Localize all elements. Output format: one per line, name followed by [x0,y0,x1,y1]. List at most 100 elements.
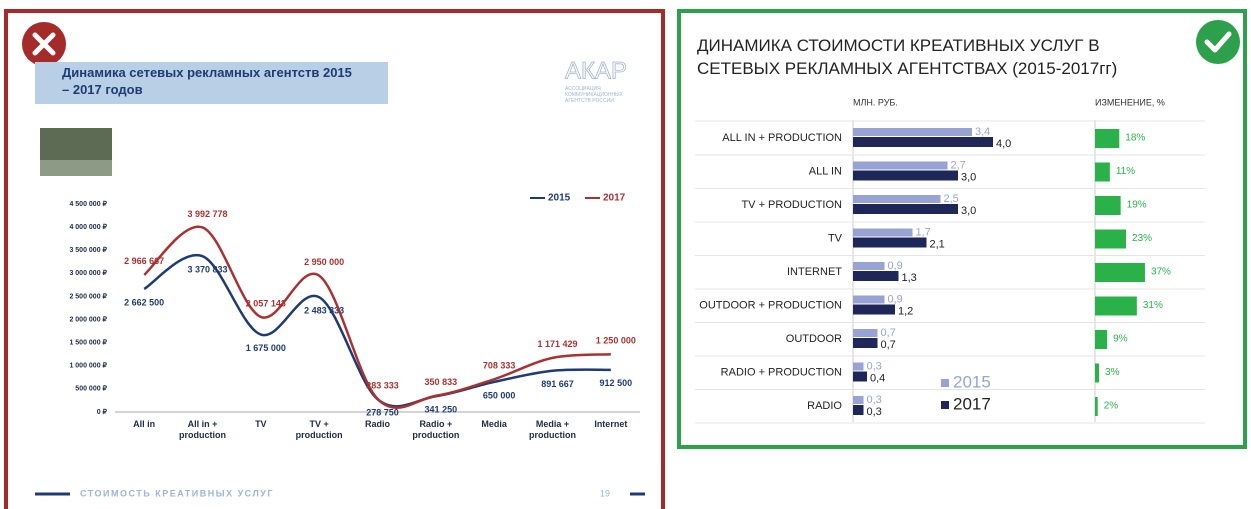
category-label: INTERNET [787,266,842,278]
data-label: 2 662 500 [124,297,164,307]
bar [853,304,895,315]
data-label: 1,7 [916,226,931,238]
legend-label: 2017 [603,193,626,204]
y-tick-label: 0 ₽ [97,408,108,416]
category-label: ALL IN [809,165,842,177]
bar [853,204,958,214]
logo: АКАР [565,57,627,84]
change-bar [1095,330,1108,349]
bar [853,371,867,382]
data-label: 1 675 000 [246,343,286,353]
bar [853,405,864,415]
data-label: 1,3 [902,272,917,284]
bar [853,362,864,371]
data-label: 283 333 [366,380,399,390]
data-label: 4,0 [996,138,1011,150]
legend-label: 2015 [953,372,991,391]
check-icon [1196,20,1240,64]
bar [853,329,878,337]
bar [853,237,927,248]
x-tick-label: All in + production [179,419,226,440]
data-label: 1,2 [898,305,913,317]
data-label: 2 057 143 [246,298,286,308]
data-label: 0,7 [881,327,896,339]
line [143,253,611,408]
change-label: 23% [1132,233,1152,244]
bar [853,228,913,237]
y-tick-label: 4 500 000 ₽ [69,200,107,208]
good-example-frame [677,9,1247,449]
y-tick-label: 2 500 000 ₽ [69,292,107,300]
data-label: 650 000 [483,390,516,400]
data-label: 708 333 [483,361,516,371]
column-header: ИЗМЕНЕНИЕ, % [1095,97,1165,107]
data-label: 3,4 [975,126,990,138]
x-tick-label: Media + production [529,419,576,440]
data-label: 891 667 [541,379,574,389]
category-label: TV + PRODUCTION [741,199,842,211]
data-label: 2,1 [930,238,945,250]
bar [853,161,948,170]
data-label: 3,0 [961,205,976,217]
bar [853,396,864,404]
category-label: OUTDOOR + PRODUCTION [699,299,842,311]
data-label: 2 950 000 [304,257,344,267]
x-tick-label: All in [133,419,156,429]
change-label: 9% [1113,334,1128,345]
category-label: ALL IN + PRODUCTION [722,132,842,144]
legend-swatch [941,379,949,387]
title-band [35,62,388,104]
data-label: 350 833 [425,377,458,387]
category-label: OUTDOOR [786,333,842,345]
footer: СТОИМОСТЬ КРЕАТИВНЫХ УСЛУГ [80,488,274,498]
cross-mark [32,32,56,56]
bar [853,295,885,304]
data-label: 0,9 [888,293,903,305]
legend-label: 2015 [548,193,571,204]
data-label: 0,3 [867,406,882,418]
data-label: 0,7 [881,339,896,351]
data-label: 2,5 [944,193,959,205]
y-tick-label: 4 000 000 ₽ [69,223,107,231]
bar [853,128,972,136]
change-bar [1095,196,1121,215]
change-label: 31% [1143,300,1163,311]
data-label: 2 966 667 [124,256,164,266]
right-title: ДИНАМИКА СТОИМОСТИ КРЕАТИВНЫХ УСЛУГ В СЕ… [697,36,1118,78]
change-label: 37% [1151,267,1171,278]
bar [853,170,958,181]
change-label: 18% [1125,133,1145,144]
change-label: 11% [1116,166,1135,177]
data-label: 2,7 [951,159,966,171]
bar [853,271,899,281]
change-label: 2% [1104,401,1119,412]
legend-label: 2017 [953,394,991,413]
y-tick-label: 3 000 000 ₽ [69,269,107,277]
check-mark [1204,31,1232,53]
data-label: 0,9 [888,260,903,272]
x-tick-label: Media [481,419,507,429]
bad-example-frame [4,9,665,509]
change-bar [1095,296,1137,316]
category-label: RADIO [807,400,842,412]
change-bar [1095,263,1145,282]
data-label: 3 370 833 [187,265,227,275]
y-tick-label: 1 500 000 ₽ [69,339,107,347]
change-bar [1095,397,1098,416]
photo-ground [40,160,112,176]
data-label: 0,3 [867,360,882,372]
y-tick-label: 3 500 000 ₽ [69,246,107,254]
left-title: Динамика сетевых рекламных агентств 2015… [62,65,352,97]
bar [853,262,885,270]
data-label: 3 992 778 [187,209,227,219]
change-bar [1095,129,1120,148]
bar [853,338,878,348]
line [143,225,611,409]
column-header: МЛН. РУБ. [853,97,898,107]
data-label: 278 750 [366,407,399,417]
logo-subtitle: АССОЦИАЦИЯ КОММУНИКАЦИОННЫХ АГЕНТСТВ РОС… [565,86,623,104]
change-bar [1095,229,1127,249]
x-tick-label: Radio + production [412,419,460,440]
data-label: 2 483 333 [304,306,344,316]
